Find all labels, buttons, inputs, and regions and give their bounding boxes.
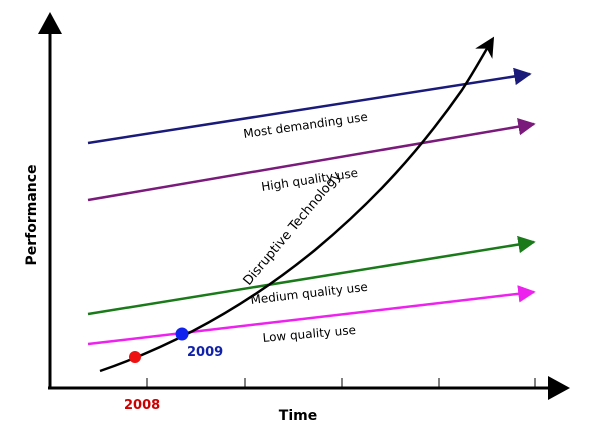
- trajectory-medium-quality: [87, 235, 536, 316]
- y-axis-title: Performance: [24, 164, 40, 265]
- axes: Performance Time: [24, 12, 570, 424]
- trajectory-label-high-quality: High quality use: [260, 166, 358, 194]
- point-label-2008: 2008: [124, 398, 160, 413]
- disruptive-technology-curve: [99, 36, 495, 373]
- trajectory-high-quality: [87, 118, 536, 202]
- trajectory-label-low-quality: Low quality use: [262, 323, 356, 345]
- point-2009: [175, 327, 189, 341]
- y-axis-arrowhead: [38, 12, 62, 34]
- trajectory-label-most-demanding: Most demanding use: [242, 110, 368, 141]
- point-label-2009: 2009: [187, 345, 223, 360]
- year-points: 2008 2009: [124, 327, 223, 413]
- x-axis-arrowhead: [548, 376, 570, 400]
- point-2008: [129, 351, 141, 363]
- x-axis-title: Time: [279, 408, 317, 424]
- x-axis-ticks: [146, 378, 536, 388]
- trajectory-low-quality: [87, 285, 536, 346]
- trajectory-most-demanding: [87, 67, 532, 145]
